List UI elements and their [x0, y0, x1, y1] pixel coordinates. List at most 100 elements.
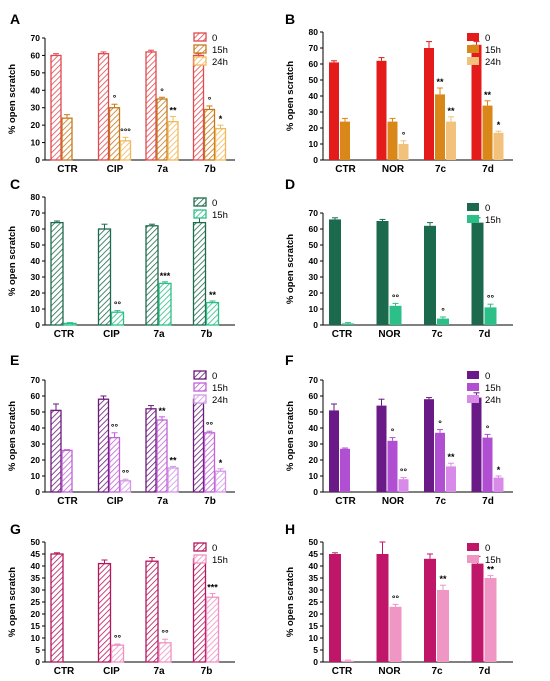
- y-tick-label: 40: [309, 561, 319, 571]
- bar-e-7b-1: [203, 432, 216, 493]
- bar-g-7a-0: [145, 560, 159, 663]
- y-tick-label: 30: [309, 439, 319, 449]
- y-tick-label: 20: [31, 455, 41, 465]
- bar-f-7d-0: [471, 397, 482, 492]
- legend-swatch: [193, 209, 207, 219]
- significance-mark: °: [402, 130, 406, 140]
- legend-swatch: [193, 56, 207, 66]
- y-tick-label: 10: [31, 138, 41, 148]
- bar-h-7d-1: [484, 578, 497, 662]
- significance-mark: °: [113, 93, 117, 103]
- x-tick-label: 7d: [482, 496, 494, 507]
- x-tick-label: NOR: [378, 666, 401, 677]
- bar-a-cip-2: [119, 140, 132, 161]
- y-tick-label: 35: [31, 573, 41, 583]
- y-tick-label: 0: [313, 657, 318, 667]
- bar-f-nor-0: [376, 405, 387, 492]
- y-tick-label: 40: [309, 91, 319, 101]
- bar-g-cip-1: [110, 644, 125, 663]
- x-tick-label: CIP: [103, 329, 120, 340]
- panel-d: D % open scratch 0 10 20 30 40 50 60 70 CTR °° NOR ° 7…: [285, 176, 513, 340]
- y-tick-label: 10: [309, 304, 319, 314]
- legend-label: 0: [212, 198, 217, 209]
- bar-d-nor-0: [376, 221, 389, 325]
- bar-f-nor-2: [398, 479, 409, 492]
- y-tick-label: 70: [31, 33, 41, 43]
- legend-label: 15h: [485, 45, 501, 56]
- bar-d-7c-0: [424, 225, 436, 325]
- significance-mark: **: [447, 452, 455, 462]
- legend-label: 15h: [485, 555, 501, 566]
- bar-a-7b-1: [203, 108, 216, 161]
- bar-d-ctr-0: [329, 219, 341, 325]
- y-tick-label: 40: [309, 256, 319, 266]
- legend-swatch: [193, 394, 207, 404]
- bar-e-7a-0: [145, 408, 157, 493]
- panel-f: F% open scratch010203040506070CTR°°°NOR°…: [285, 352, 513, 507]
- x-tick-label: CTR: [332, 666, 353, 677]
- legend-swatch: [467, 203, 479, 211]
- legend-label: 0: [485, 371, 490, 382]
- panel-label: F: [285, 352, 294, 368]
- bar-h-nor-0: [376, 554, 389, 662]
- y-tick-label: 30: [309, 272, 319, 282]
- bar-f-7d-1: [482, 437, 493, 492]
- bar-e-ctr-1: [61, 449, 73, 493]
- y-tick-label: 10: [31, 304, 41, 314]
- bar-b-nor-0: [376, 60, 387, 160]
- y-tick-label: 45: [309, 549, 319, 559]
- legend-label: 0: [212, 371, 217, 382]
- panel-label: C: [10, 176, 20, 192]
- y-axis-label: % open scratch: [7, 401, 18, 471]
- legend-swatch: [467, 395, 479, 403]
- x-tick-label: NOR: [382, 164, 405, 175]
- y-tick-label: 5: [313, 645, 318, 655]
- y-tick-label: 25: [309, 597, 319, 607]
- legend-swatch: [193, 370, 207, 380]
- legend-swatch: [467, 57, 479, 65]
- bar-h-ctr-0: [329, 554, 341, 662]
- legend-label: 0: [485, 203, 490, 214]
- significance-mark: °: [208, 95, 212, 105]
- legend-swatch: [467, 555, 479, 563]
- y-tick-label: 20: [31, 120, 41, 130]
- bar-e-cip-0: [97, 398, 110, 493]
- y-tick-label: 30: [31, 103, 41, 113]
- bar-h-7c-0: [424, 558, 436, 662]
- y-tick-label: 80: [31, 192, 41, 202]
- x-tick-label: 7a: [153, 666, 165, 677]
- y-tick-label: 30: [31, 439, 41, 449]
- panel-h: H % open scratch 0 5 10 15 20 25 30 35 40 45 50 CTR °°…: [285, 521, 513, 677]
- y-tick-label: 10: [309, 139, 319, 149]
- y-tick-label: 45: [31, 549, 41, 559]
- bar-e-7b-0: [192, 398, 205, 493]
- bar-a-7a-1: [156, 98, 168, 161]
- legend-label: 15h: [212, 555, 228, 566]
- y-tick-label: 50: [309, 407, 319, 417]
- significance-mark: °°: [206, 420, 214, 430]
- legend-label: 15h: [485, 383, 501, 394]
- y-tick-label: 70: [31, 208, 41, 218]
- bar-f-7d-2: [493, 477, 504, 492]
- y-axis-label: % open scratch: [7, 226, 18, 296]
- legend-swatch: [193, 197, 207, 207]
- bar-c-ctr-1: [63, 322, 77, 326]
- bar-c-ctr-0: [50, 221, 64, 326]
- y-tick-label: 0: [35, 320, 40, 330]
- y-tick-label: 0: [35, 155, 40, 165]
- bar-d-nor-1: [389, 305, 402, 325]
- y-tick-label: 10: [31, 633, 41, 643]
- y-tick-label: 20: [309, 123, 319, 133]
- bar-g-cip-0: [97, 562, 112, 663]
- y-tick-label: 60: [31, 224, 41, 234]
- significance-mark: °: [441, 306, 445, 316]
- bar-g-7b-0: [192, 558, 207, 663]
- y-tick-label: 50: [31, 407, 41, 417]
- bar-c-7a-0: [145, 225, 159, 326]
- significance-mark: *: [497, 465, 501, 475]
- significance-mark: °: [438, 419, 442, 429]
- bar-a-ctr-1: [61, 117, 73, 161]
- bar-h-nor-1: [389, 606, 402, 662]
- bar-d-7d-1: [484, 307, 497, 325]
- bar-b-ctr-0: [329, 62, 339, 160]
